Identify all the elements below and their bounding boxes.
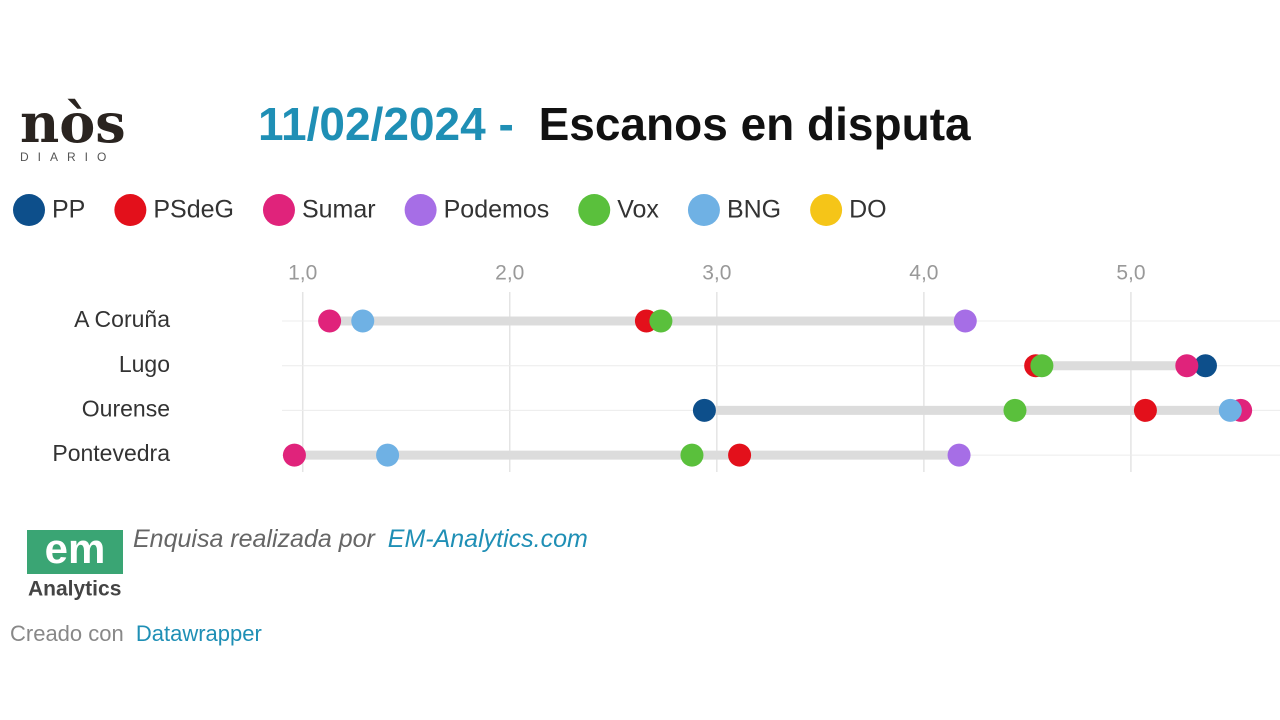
dot (1218, 398, 1242, 422)
legend-swatch (404, 194, 437, 226)
title-date: 11/02/2024 - (258, 98, 514, 150)
legend-swatch (810, 194, 843, 226)
x-tick-label: 1,0 (288, 262, 317, 285)
dot (282, 443, 306, 467)
dot (953, 309, 977, 333)
source-link[interactable]: EM-Analytics.com (388, 525, 588, 553)
credit-text: Creado con (10, 621, 124, 646)
credit-line: Creado con Datawrapper (10, 621, 262, 646)
logo: nòs (20, 91, 126, 155)
legend-swatch (687, 194, 720, 226)
dot (1175, 354, 1199, 378)
chart-title: 11/02/2024 - Escanos en disputa (258, 98, 971, 150)
em-logo-text: em (45, 525, 106, 572)
category-label: Pontevedra (52, 440, 170, 466)
source-line: Enquisa realizada por EM-Analytics.com (133, 525, 588, 553)
legend-label: Podemos (444, 196, 550, 224)
dot (1193, 354, 1217, 378)
legend-label: Sumar (302, 196, 376, 224)
legend-label: PSdeG (153, 196, 234, 224)
legend-label: Vox (617, 196, 659, 224)
dot (318, 309, 342, 333)
legend-label: PP (52, 196, 85, 224)
x-tick-label: 3,0 (702, 262, 731, 285)
category-label: Ourense (82, 395, 170, 421)
dot (1133, 398, 1157, 422)
logo-sub: DIARIO (20, 150, 115, 164)
em-logo-analytics: Analytics (28, 578, 121, 601)
dot (728, 443, 752, 467)
dot (376, 443, 400, 467)
title-main: Escanos en disputa (539, 98, 971, 150)
legend-label: DO (849, 196, 887, 224)
legend-label: BNG (727, 196, 781, 224)
x-tick-label: 2,0 (495, 262, 524, 285)
legend-swatch (262, 194, 295, 226)
dot (692, 398, 716, 422)
dot (680, 443, 704, 467)
legend-swatch (578, 194, 611, 226)
x-tick-label: 4,0 (909, 262, 938, 285)
dot (649, 309, 673, 333)
source-text: Enquisa realizada por (133, 525, 376, 553)
dot (351, 309, 375, 333)
credit-link[interactable]: Datawrapper (136, 621, 262, 646)
legend-swatch (114, 194, 147, 226)
legend-swatch (13, 194, 45, 226)
category-label: A Coruña (74, 306, 170, 332)
em-logo-block (27, 530, 123, 574)
dot (1003, 398, 1027, 422)
dot (947, 443, 971, 467)
em-logo: em Analytics (27, 525, 123, 601)
x-tick-label: 5,0 (1116, 262, 1145, 285)
dot (1030, 354, 1054, 378)
category-label: Lugo (119, 351, 170, 377)
